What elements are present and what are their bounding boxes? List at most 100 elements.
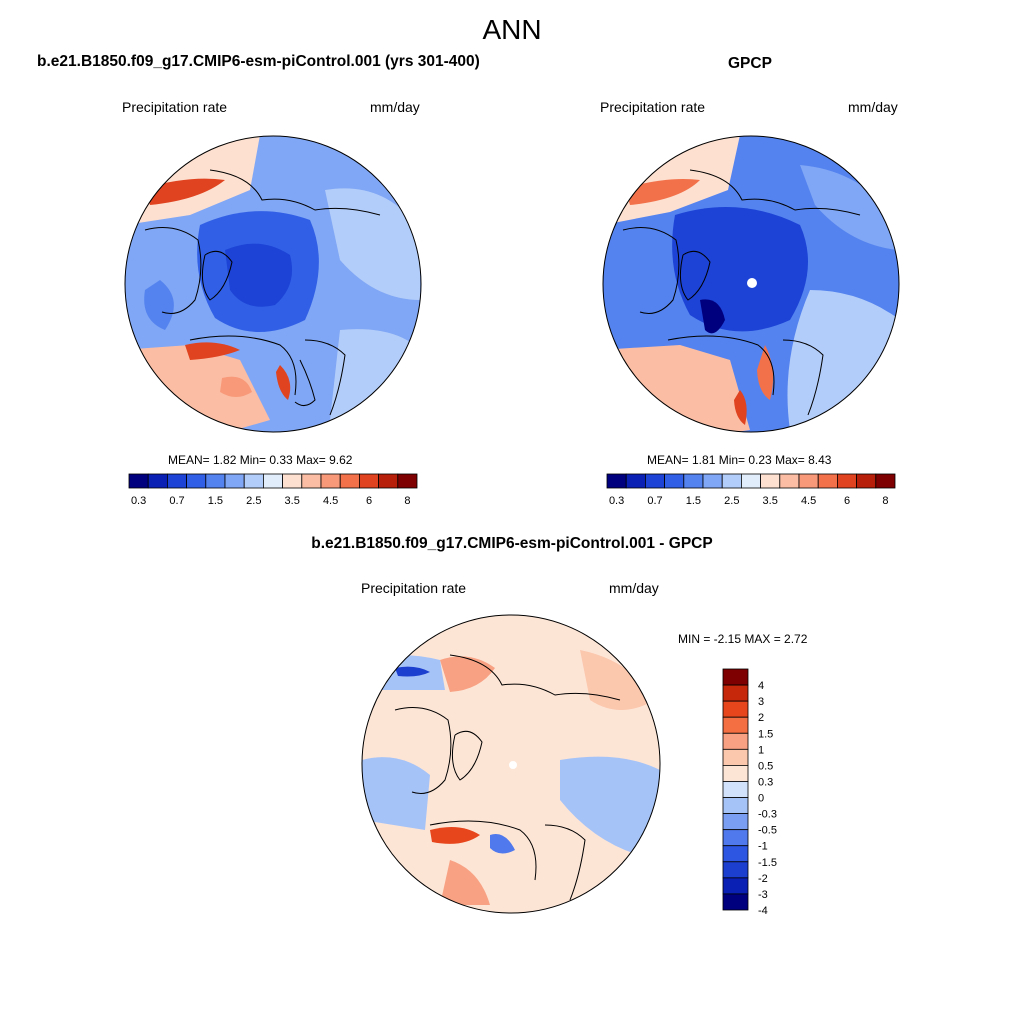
panel3-colorbar-tick-label: 0.5	[758, 760, 773, 772]
panel1-colorbar-swatch	[186, 473, 207, 489]
panel1-map-border	[124, 135, 422, 433]
panel3-colorbar-tick-label: -2	[758, 873, 768, 885]
panel2-stats: MEAN= 1.81 Min= 0.23 Max= 8.43	[647, 453, 832, 467]
panel1-colorbar-swatch	[205, 473, 226, 489]
panel2-colorbar-tick-label: 6	[844, 495, 850, 507]
panel2-colorbar-swatch	[779, 473, 800, 489]
panel1-colorbar-swatch	[166, 473, 187, 489]
panel1-colorbar-tick-label: 4.5	[323, 495, 338, 507]
panel2-map	[602, 135, 900, 433]
panel2-colorbar-tick-label: 3.5	[763, 495, 778, 507]
panel1-colorbar-tick-label: 6	[366, 495, 372, 507]
panel3-colorbar-swatch	[722, 781, 749, 798]
panel1-stats: MEAN= 1.82 Min= 0.33 Max= 9.62	[168, 453, 353, 467]
panel1-fill-iceland	[220, 376, 252, 397]
panel1-coastlines	[144, 169, 381, 416]
panel2-colorbar: 0.3 0.7 1.5 2.5 3.5 4.5 6 8	[606, 473, 896, 507]
panel2-variable-label: Precipitation rate	[600, 99, 706, 115]
panel3-colorbar-tick-label: 4	[758, 680, 764, 692]
panel1-colorbar-swatch	[262, 473, 283, 489]
panel2-colorbar-swatch	[837, 473, 858, 489]
panel3-colorbar-swatch	[722, 797, 749, 814]
panel1-colorbar-tick-label: 8	[404, 495, 410, 507]
panel2-fill-alaska-coast	[625, 179, 700, 205]
panel1-colorbar-swatch	[378, 473, 399, 489]
panel2-colorbar-swatch	[856, 473, 877, 489]
panel2-colorbar-swatch	[625, 473, 646, 489]
panel2-colorbar-swatch	[645, 473, 666, 489]
panel3-units-label: mm/day	[609, 580, 659, 596]
panel3-colorbar-tick-label: -4	[758, 905, 768, 917]
panel1-colorbar-swatch	[224, 473, 245, 489]
panel1-colorbar-tick-label: 0.3	[131, 495, 146, 507]
panel3-fill-atlantic-pos	[440, 860, 490, 905]
panel1-title: b.e21.B1850.f09_g17.CMIP6-esm-piControl.…	[37, 53, 480, 70]
panel3-colorbar-swatch	[722, 877, 749, 895]
panel2-title: GPCP	[728, 55, 772, 72]
panel2-colorbar-swatch	[664, 473, 685, 489]
panel1-variable-label: Precipitation rate	[122, 99, 228, 115]
panel1-fill-siberia	[325, 188, 420, 300]
panel3-colorbar-tick-label: 0	[758, 793, 764, 805]
panel3-colorbar-tick-label: -0.5	[758, 825, 777, 837]
panel3-colorbar-swatch	[722, 893, 749, 911]
panel1-units-label: mm/day	[370, 99, 420, 115]
panel2-colorbar-tick-label: 2.5	[724, 495, 739, 507]
panel3-fill-canada-neg	[362, 757, 430, 830]
panel3-colorbar-tick-label: 2	[758, 712, 764, 724]
panel3-colorbar-swatch	[722, 716, 749, 734]
panel2-colorbar-tick-label: 0.7	[647, 495, 662, 507]
panel2-map-border	[602, 135, 900, 433]
panel3-coastlines	[394, 654, 621, 901]
main-title: ANN	[482, 14, 542, 45]
panel3-colorbar-tick-label: 3	[758, 696, 764, 708]
panel2-colorbar-swatch	[721, 473, 742, 489]
panel2-colorbar-tick-label: 4.5	[801, 495, 816, 507]
panel2-colorbar-swatch	[606, 473, 627, 489]
panel3-colorbar-tick-label: 0.3	[758, 776, 773, 788]
panel3-colorbar-tick-label: -0.3	[758, 809, 777, 821]
panel2-colorbar-swatch	[683, 473, 704, 489]
panel2-missing-pole	[747, 278, 757, 288]
panel2-fill-siberia	[800, 165, 898, 250]
panel3-missing-pole	[509, 761, 517, 769]
panel1-colorbar-swatch	[147, 473, 168, 489]
panel1-fill-eurasia	[330, 329, 420, 420]
panel3-fill-alaska-neg	[395, 666, 430, 677]
panel3-variable-label: Precipitation rate	[361, 580, 467, 596]
panel3-colorbar-swatch	[722, 684, 749, 702]
panel1-colorbar-tick-label: 2.5	[246, 495, 261, 507]
panel3-colorbar-swatch	[722, 668, 749, 686]
panel3-fill-greenland-pos	[430, 826, 480, 844]
panel3-colorbar-swatch	[722, 732, 749, 750]
panel3-colorbar: 4 3 2 1.5 1 0.5 0.3 0 -0.3 -0.5 -1 -1.5 -2 -3 -4	[722, 668, 777, 917]
panel3-map	[361, 614, 661, 914]
panel3-fill-local-neg	[490, 834, 515, 854]
panel2-colorbar-tick-label: 0.3	[609, 495, 624, 507]
panel3-colorbar-swatch	[722, 748, 749, 766]
panel1-colorbar-swatch	[128, 473, 149, 489]
panel1-fill-canada	[144, 280, 174, 330]
panel2-colorbar-tick-label: 1.5	[686, 495, 701, 507]
panel3-colorbar-tick-label: -3	[758, 889, 768, 901]
panel3-colorbar-swatch	[722, 861, 749, 879]
panel3-colorbar-swatch	[722, 700, 749, 718]
panel1-colorbar-tick-label: 1.5	[208, 495, 223, 507]
panel2-units-label: mm/day	[848, 99, 898, 115]
panel3-fill-alaska-pos	[440, 656, 495, 692]
panel3-colorbar-tick-label: 1.5	[758, 728, 773, 740]
panel1-colorbar-swatch	[301, 473, 322, 489]
panel3-map-border	[361, 614, 661, 914]
panel2-colorbar-swatch	[875, 473, 896, 489]
panel3-fill-eurasia-neg	[560, 756, 660, 860]
panel2-colorbar-swatch	[760, 473, 781, 489]
panel1-fill-greenland-coast	[185, 342, 240, 360]
panel1-colorbar-swatch	[358, 473, 379, 489]
panel1-colorbar-tick-label: 0.7	[169, 495, 184, 507]
panel2-colorbar-swatch	[817, 473, 838, 489]
panel2-colorbar-tick-label: 8	[882, 495, 888, 507]
panel2-coastlines	[622, 169, 861, 416]
panel1-map	[124, 135, 422, 433]
panel1-colorbar: 0.3 0.7 1.5 2.5 3.5 4.5 6 8	[128, 473, 418, 507]
